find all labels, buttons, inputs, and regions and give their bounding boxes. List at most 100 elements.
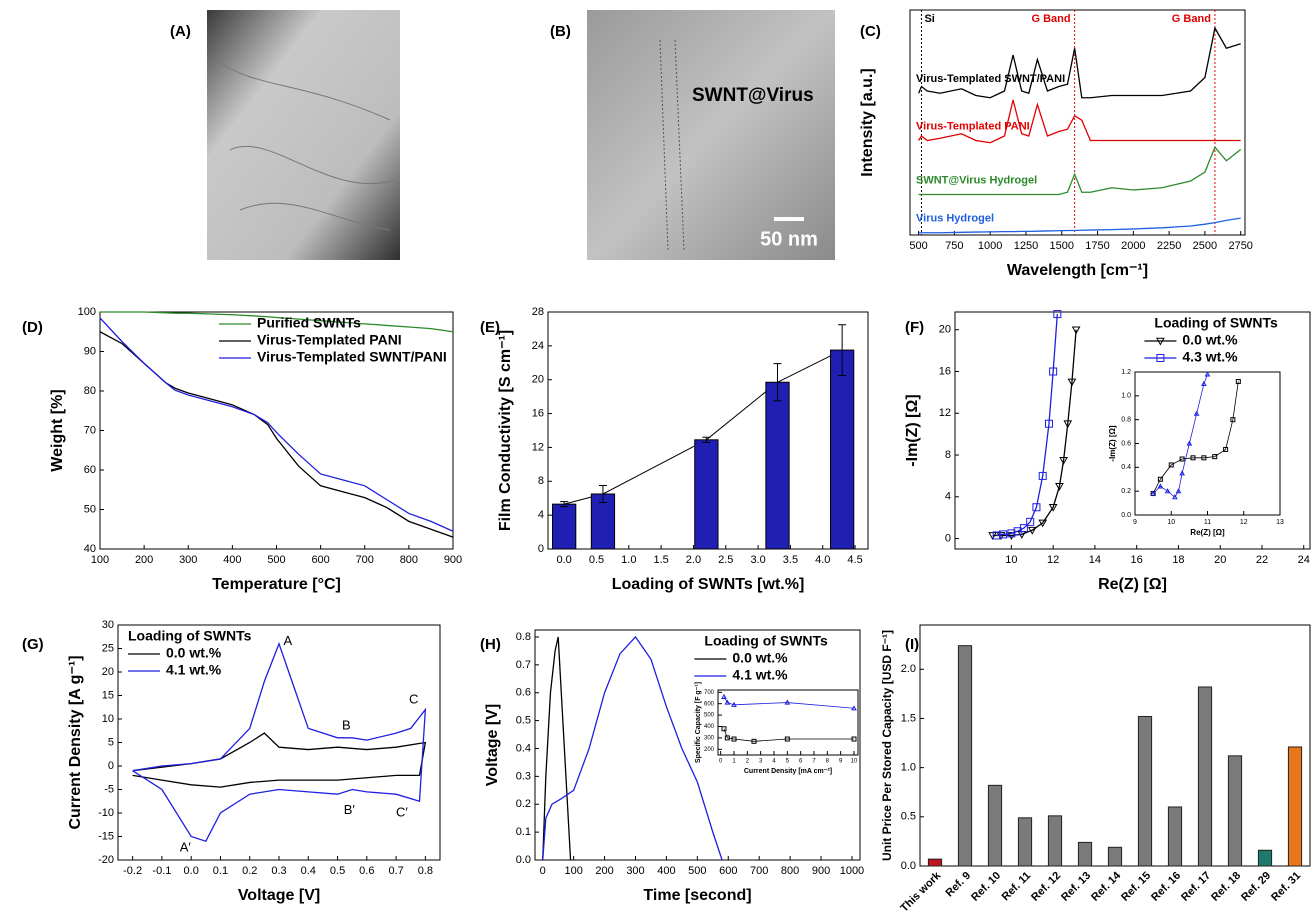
x-tick-label: 0.3 [271, 865, 286, 877]
panel-label: (H) [480, 636, 501, 653]
x-tick-label: 1.5 [653, 554, 668, 566]
marker [999, 530, 1008, 539]
y-tick-label: 4 [945, 491, 951, 503]
x-tick-label: Ref. 14 [1089, 869, 1124, 904]
x-tick-label: 4.0 [815, 554, 830, 566]
legend-title: Loading of SWNTs [128, 628, 252, 644]
legend-label: 0.0 wt.% [166, 645, 222, 661]
legend-label: 4.1 wt.% [732, 667, 788, 683]
marker [992, 531, 1001, 540]
y-tick-label: 20 [532, 374, 544, 386]
marker [1032, 503, 1041, 512]
series-line [99, 317, 454, 532]
y-tick-label: 0.3 [516, 770, 531, 782]
panel-label: (C) [860, 23, 881, 40]
marker [1172, 494, 1178, 500]
marker [1164, 488, 1171, 494]
marker [724, 699, 731, 705]
y-tick-label: 80 [84, 385, 96, 397]
marker [1048, 503, 1058, 512]
legend-label: 4.3 wt.% [1182, 349, 1238, 365]
x-tick-label: 2.5 [718, 554, 733, 566]
legend-label: 0.0 wt.% [732, 650, 788, 666]
inset-frame [1134, 371, 1281, 516]
texture [659, 39, 685, 251]
annotation: Si [924, 13, 934, 25]
y-axis-label: -Im(Z) [Ω] [904, 394, 921, 466]
legend-marker [1156, 354, 1165, 362]
legend-label: Virus-Templated PANI [257, 332, 402, 348]
x-tick-label: 2500 [1193, 240, 1217, 252]
x-tick-label: This work [898, 869, 943, 914]
plot-frame [954, 311, 1311, 550]
y-tick-label: 1.0 [901, 762, 916, 774]
x-tick-label: 24 [1298, 554, 1310, 566]
y-axis-label: Current Density [A g⁻¹] [67, 655, 84, 829]
x-tick-label: 0.0 [184, 865, 199, 877]
x-tick-label: 300 [626, 865, 644, 877]
bar [1167, 806, 1183, 867]
x-tick-label: 1250 [1014, 240, 1038, 252]
error-bar [598, 485, 607, 503]
y-tick-label: 0.0 [901, 860, 916, 872]
y-tick-label: 12 [939, 407, 951, 419]
y-tick-label: 10 [102, 713, 114, 725]
y-tick-label: 400 [704, 724, 715, 730]
marker [751, 738, 757, 744]
x-tick-label: Ref. 18 [1209, 870, 1243, 904]
x-tick-label: 0.0 [557, 554, 572, 566]
x-tick-label: 1500 [1050, 240, 1074, 252]
y-tick-label: -20 [98, 854, 114, 866]
x-tick-label: 2750 [1228, 240, 1252, 252]
x-tick-label: 1.0 [621, 554, 636, 566]
y-tick-label: 12 [532, 441, 544, 453]
annotation: C [409, 692, 418, 707]
x-axis-label: Temperature [°C] [212, 576, 341, 593]
marker [1223, 446, 1229, 452]
y-tick-label: 0.7 [516, 659, 531, 671]
y-tick-label: 16 [939, 365, 951, 377]
x-tick-label: 12 [1047, 554, 1059, 566]
y-tick-label: -5 [104, 783, 114, 795]
y-tick-label: 0.0 [516, 854, 531, 866]
y-axis-label: Unit Price Per Stored Capacity [USD F⁻¹] [880, 630, 894, 861]
x-tick-label: 8 [826, 759, 830, 765]
series-line [132, 732, 427, 788]
marker [1193, 410, 1200, 416]
y-tick-label: 24 [532, 340, 544, 352]
marker [1175, 488, 1182, 494]
y-tick-label: 16 [532, 407, 544, 419]
series-label: Virus-Templated SWNT/PANI [916, 73, 1065, 85]
legend-title: Loading of SWNTs [1154, 315, 1278, 331]
legend-marker [1156, 337, 1165, 346]
x-tick-label: Ref. 31 [1269, 870, 1303, 904]
x-tick-label: Ref. 29 [1239, 870, 1273, 904]
x-tick-label: 7 [812, 759, 816, 765]
x-tick-label: 300 [179, 554, 197, 566]
marker [1059, 456, 1068, 465]
y-axis-label: Specific Capacity [F g⁻¹] [695, 682, 702, 763]
marker [1007, 532, 1016, 540]
legend-title: Loading of SWNTs [704, 633, 828, 649]
y-tick-label: 1.5 [901, 712, 916, 724]
y-tick-label: 20 [939, 324, 951, 336]
inset-frame [717, 689, 859, 756]
marker [784, 736, 790, 742]
x-tick-label: Ref. 17 [1179, 870, 1213, 904]
marker [721, 693, 727, 699]
x-tick-label: 1000 [840, 865, 864, 877]
series-line [542, 636, 572, 861]
marker [784, 699, 791, 705]
y-tick-label: 1.0 [1121, 393, 1131, 400]
bar [957, 645, 973, 867]
marker [1053, 310, 1062, 319]
annotation: A [283, 633, 292, 648]
marker [1201, 380, 1207, 387]
y-axis-label: Weight [%] [49, 389, 66, 471]
y-tick-label: 0.6 [516, 687, 531, 699]
x-tick-label: 2 [746, 759, 750, 765]
bar [765, 381, 790, 550]
x-tick-label: 0.2 [242, 865, 257, 877]
panel-label: (F) [905, 319, 924, 336]
y-tick-label: 60 [84, 464, 96, 476]
